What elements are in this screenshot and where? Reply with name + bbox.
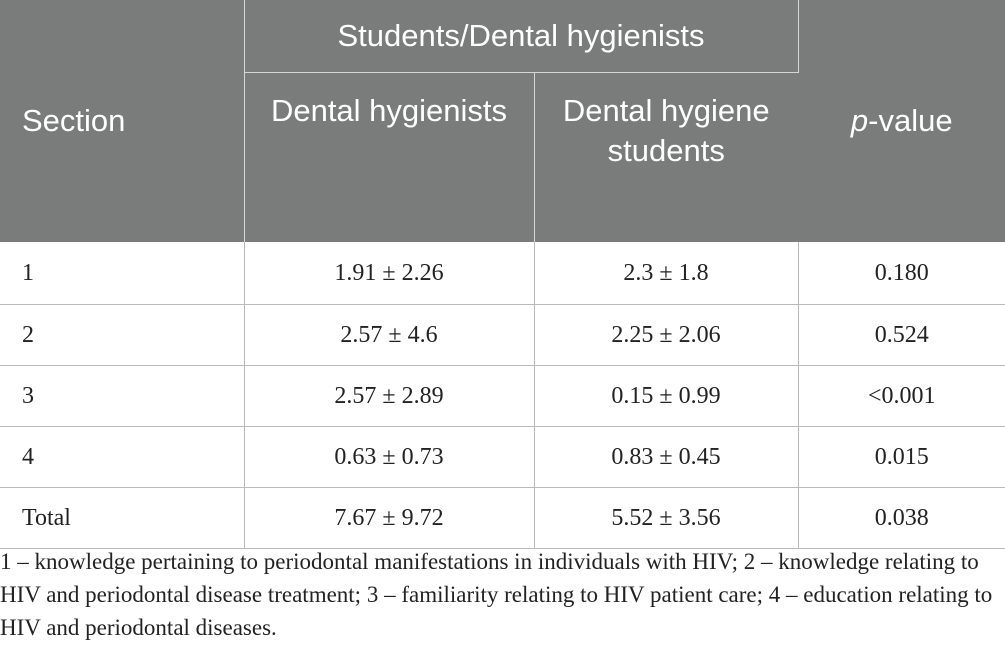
header-group: Students/Dental hygienists bbox=[244, 0, 799, 73]
table-body: 1 1.91 ± 2.26 2.3 ± 1.8 0.180 2 2.57 ± 4… bbox=[0, 242, 1005, 549]
cell-students: 0.83 ± 0.45 bbox=[534, 426, 799, 488]
cell-hygienists: 2.57 ± 4.6 bbox=[244, 304, 535, 366]
cell-pvalue: 0.524 bbox=[798, 304, 1005, 366]
table-row: 3 2.57 ± 2.89 0.15 ± 0.99 <0.001 bbox=[0, 365, 1005, 427]
header-dental-hygiene-students: Dental hygiene students bbox=[534, 72, 798, 242]
cell-students: 2.25 ± 2.06 bbox=[534, 304, 799, 366]
table-header: Section Students/Dental hygienists p-val… bbox=[0, 0, 1005, 242]
table-row: 2 2.57 ± 4.6 2.25 ± 2.06 0.524 bbox=[0, 304, 1005, 366]
table-row: 1 1.91 ± 2.26 2.3 ± 1.8 0.180 bbox=[0, 242, 1005, 305]
cell-pvalue: 0.038 bbox=[798, 487, 1005, 549]
cell-section: 4 bbox=[0, 426, 245, 488]
cell-pvalue: 0.180 bbox=[798, 242, 1005, 305]
table-row: 4 0.63 ± 0.73 0.83 ± 0.45 0.015 bbox=[0, 426, 1005, 488]
header-pvalue: p-value bbox=[798, 0, 1005, 242]
cell-hygienists: 2.57 ± 2.89 bbox=[244, 365, 535, 427]
header-section: Section bbox=[0, 0, 245, 242]
header-pvalue-rest: -value bbox=[868, 103, 953, 138]
cell-pvalue: <0.001 bbox=[798, 365, 1005, 427]
cell-section: Total bbox=[0, 487, 245, 549]
results-table: Section Students/Dental hygienists p-val… bbox=[0, 0, 1005, 549]
cell-section: 3 bbox=[0, 365, 245, 427]
cell-pvalue: 0.015 bbox=[798, 426, 1005, 488]
subheader-row: Dental hygienists Dental hygiene student… bbox=[0, 72, 1005, 242]
header-pvalue-p: p bbox=[850, 103, 869, 138]
table-footnote: 1 – knowledge pertaining to periodontal … bbox=[0, 549, 993, 640]
header-dental-hygienists: Dental hygienists bbox=[244, 72, 535, 242]
cell-hygienists: 0.63 ± 0.73 bbox=[244, 426, 535, 488]
cell-section: 2 bbox=[0, 304, 245, 366]
cell-students: 5.52 ± 3.56 bbox=[534, 487, 799, 549]
cell-hygienists: 1.91 ± 2.26 bbox=[244, 242, 535, 305]
cell-students: 2.3 ± 1.8 bbox=[534, 242, 799, 305]
table-row-total: Total 7.67 ± 9.72 5.52 ± 3.56 0.038 bbox=[0, 487, 1005, 549]
cell-students: 0.15 ± 0.99 bbox=[534, 365, 799, 427]
cell-hygienists: 7.67 ± 9.72 bbox=[244, 487, 535, 549]
header-row: Section Students/Dental hygienists p-val… bbox=[0, 0, 1005, 242]
cell-section: 1 bbox=[0, 242, 245, 305]
